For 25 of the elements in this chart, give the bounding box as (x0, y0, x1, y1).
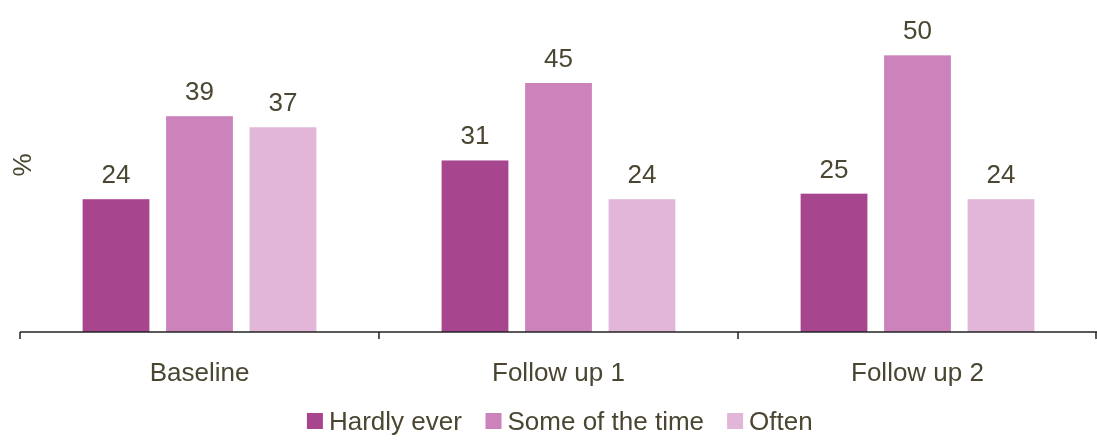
data-label: 37 (268, 87, 298, 118)
legend-label: Often (749, 406, 813, 436)
data-label: 50 (903, 15, 932, 46)
data-label: 31 (460, 120, 490, 151)
y-axis-title: % (7, 153, 37, 177)
x-tick-label: Follow up 1 (492, 357, 625, 387)
bar (525, 83, 592, 332)
bar (884, 55, 951, 332)
bar (967, 199, 1035, 332)
legend-label: Hardly ever (328, 406, 463, 436)
data-label: 39 (185, 76, 214, 107)
bar (82, 199, 150, 332)
bar (800, 193, 868, 332)
bar (249, 127, 317, 332)
data-label: 45 (544, 43, 573, 73)
data-label: 24 (986, 159, 1016, 190)
x-tick-label: Baseline (149, 357, 250, 387)
bar (441, 160, 509, 332)
data-label: 25 (819, 153, 849, 184)
data-label: 24 (101, 159, 131, 190)
x-tick-label: Follow up 2 (851, 357, 984, 387)
data-label: 24 (627, 159, 657, 190)
legend-label: Some of the time (507, 406, 705, 436)
bar (166, 116, 233, 332)
bar (608, 199, 676, 332)
